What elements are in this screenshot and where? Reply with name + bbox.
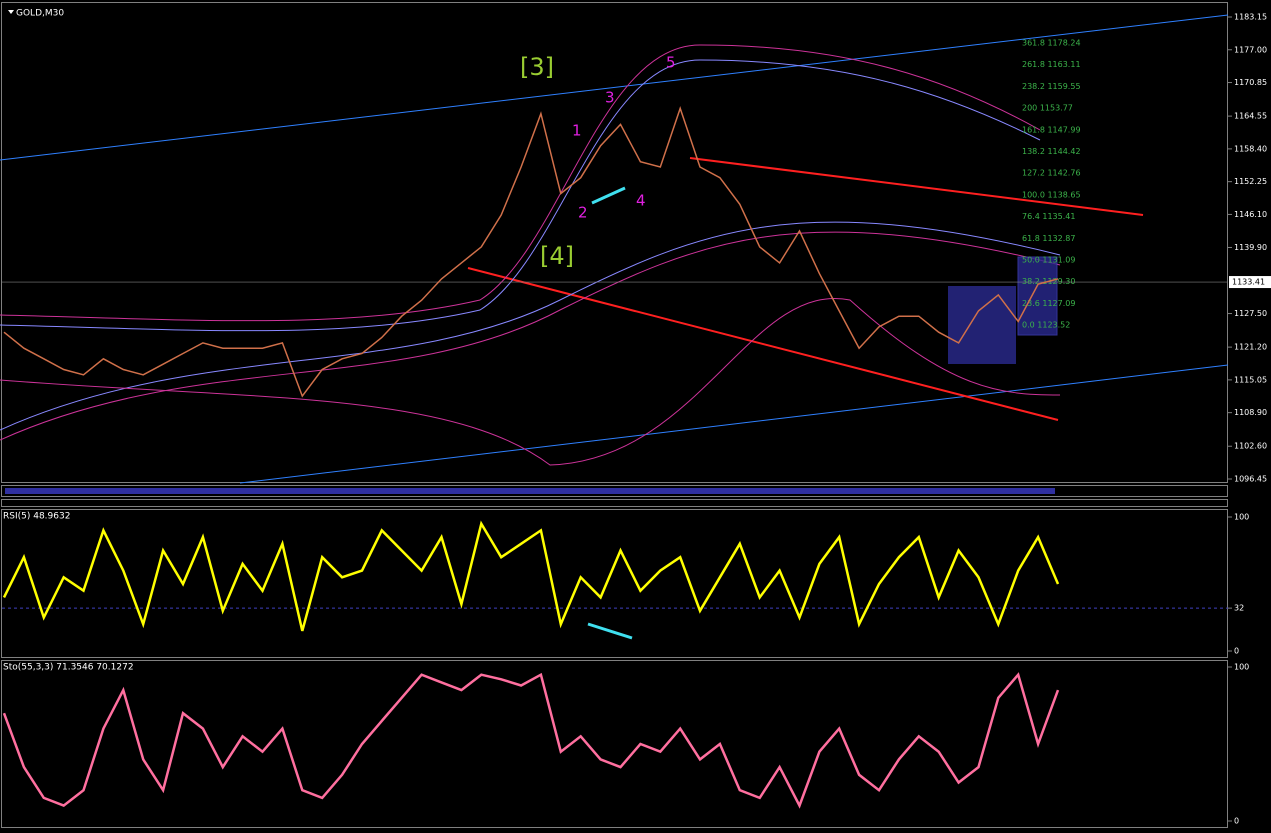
wave-label: 3 [605, 89, 615, 107]
fib-label: 50.0 1131.09 [1022, 256, 1075, 265]
current-price-label: 1133.41 [1232, 278, 1265, 287]
y-tick-label: 1096.45 [1234, 475, 1267, 484]
wave-label: [3] [520, 53, 554, 81]
y-tick-label: 1177.00 [1234, 45, 1267, 54]
stoch-title: Sto(55,3,3) 71.3546 70.1272 [3, 663, 134, 673]
fib-label: 238.2 1159.55 [1022, 82, 1081, 91]
fib-label: 76.4 1135.41 [1022, 212, 1075, 221]
y-tick-label: 1121.20 [1234, 343, 1267, 352]
symbol-title: GOLD,M30 [16, 9, 64, 19]
volume-strip [5, 488, 1055, 494]
wave-label: 1 [572, 122, 582, 140]
y-tick-label: 1139.90 [1234, 243, 1267, 252]
fib-label: 138.2 1144.42 [1022, 147, 1081, 156]
fib-label: 200 1153.77 [1022, 104, 1073, 113]
y-tick-label: 1158.40 [1234, 144, 1267, 153]
series-line [2, 672, 1060, 809]
y-tick-label: 100 [1234, 663, 1249, 672]
y-tick-label: 32 [1234, 604, 1244, 613]
wave-label: 4 [636, 192, 646, 210]
y-tick-label: 1164.55 [1234, 112, 1267, 121]
decorations [0, 10, 1229, 640]
pane-borders [1, 2, 1228, 828]
rsi-title: RSI(5) 48.9632 [3, 512, 70, 522]
fib-label: 100.0 1138.65 [1022, 190, 1081, 199]
y-tick-label: 1170.85 [1234, 78, 1267, 87]
y-tick-label: 0 [1234, 647, 1239, 656]
y-tick-label: 1102.60 [1234, 442, 1267, 451]
series-line [3, 106, 1059, 398]
y-tick-label: 1146.10 [1234, 210, 1267, 219]
wave-label: 5 [666, 54, 676, 72]
series-line [2, 520, 1060, 632]
fib-label: 261.8 1163.11 [1022, 60, 1081, 69]
wave-label: 2 [578, 204, 588, 222]
fib-label: 23.6 1127.09 [1022, 299, 1075, 308]
fib-labels: 361.8 1178.24 261.8 1163.11 238.2 1159.55 2… [1022, 39, 1081, 330]
y-tick-label: 1115.05 [1234, 375, 1267, 384]
y-tick-label: 1127.50 [1234, 309, 1267, 318]
wave-label: [4] [540, 242, 574, 270]
fib-label: 127.2 1142.76 [1022, 169, 1081, 178]
fib-label: 161.8 1147.99 [1022, 125, 1081, 134]
y-tick-label: 0 [1234, 817, 1239, 826]
y-tick-label: 1152.25 [1234, 177, 1267, 186]
fib-label: 361.8 1178.24 [1022, 39, 1081, 48]
current-price-box [1229, 276, 1271, 289]
fib-label: 0.0 1123.52 [1022, 321, 1070, 330]
y-tick-label: 100 [1234, 513, 1249, 522]
fib-label: 61.8 1132.87 [1022, 234, 1075, 243]
y-tick-label: 1183.15 [1234, 13, 1267, 22]
y-tick-label: 1108.90 [1234, 408, 1267, 417]
